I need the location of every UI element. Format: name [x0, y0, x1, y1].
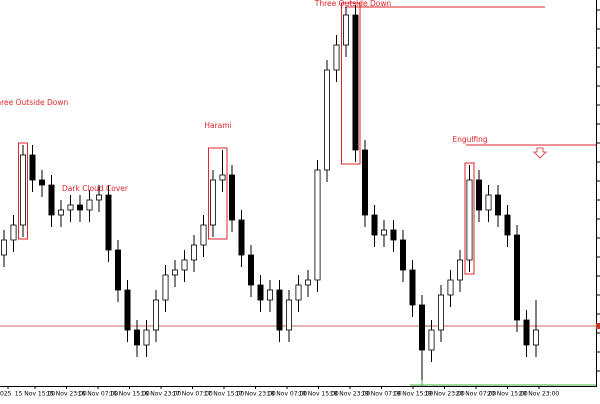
- candle-body: [29, 154, 36, 181]
- x-tick-label: 17 Nov 23:00: [235, 391, 276, 398]
- candle-body: [77, 204, 84, 211]
- pattern-box: [464, 162, 475, 275]
- candle-body: [190, 244, 197, 261]
- candle-body: [409, 269, 416, 306]
- x-tick-label: 15 Nov 23:00: [46, 391, 87, 398]
- x-tick-label: 20 Nov 23:00: [519, 391, 560, 398]
- candle-body: [276, 289, 283, 331]
- candle-body: [133, 329, 140, 346]
- candle-body: [456, 259, 463, 281]
- pattern-box: [341, 2, 361, 165]
- candle-body: [399, 239, 406, 271]
- pattern-label: Three Outside Down: [314, 0, 392, 8]
- x-tick-label: 17 Nov 15:00: [204, 391, 245, 398]
- candle-body: [361, 149, 368, 216]
- x-tick-label: 16 Nov 23:00: [141, 391, 182, 398]
- candle-body: [304, 279, 311, 286]
- candle-body: [514, 234, 521, 321]
- candle-body: [437, 294, 444, 331]
- x-tick-label: 20 Nov 07:00: [456, 391, 497, 398]
- candle-body: [523, 319, 530, 346]
- x-tick-label: 20 Nov 15:00: [487, 391, 528, 398]
- x-tick-label: 18 Nov 07:00: [267, 391, 308, 398]
- candle-body: [475, 179, 482, 211]
- candle-body: [10, 224, 17, 241]
- candle-body: [209, 179, 216, 226]
- candle-body: [428, 329, 435, 351]
- candle-body: [380, 229, 387, 236]
- pattern-label: Harami: [204, 121, 231, 130]
- candle-body: [219, 174, 226, 181]
- x-tick-label: 19 Nov 23:00: [424, 391, 465, 398]
- candle-body: [200, 224, 207, 246]
- candle-body: [247, 254, 254, 286]
- candle-body: [181, 259, 188, 271]
- candle-body: [266, 289, 273, 301]
- candle-body: [257, 284, 264, 301]
- candle-body: [124, 289, 131, 331]
- candle-body: [466, 179, 473, 261]
- candle-body: [58, 209, 65, 216]
- candle-body: [295, 284, 302, 301]
- candle-body: [485, 194, 492, 211]
- candle-body: [228, 174, 235, 221]
- pattern-label: Dark Cloud Cover: [62, 184, 129, 193]
- candle-body: [504, 214, 511, 236]
- candle-body: [48, 184, 55, 216]
- arrow-icon: [533, 147, 547, 159]
- candle-body: [67, 204, 74, 211]
- plot-area: [0, 2, 600, 380]
- candle-body: [86, 199, 93, 211]
- candle-body: [342, 14, 349, 46]
- candle-body: [371, 214, 378, 236]
- x-tick-label: 16 Nov 07:00: [78, 391, 119, 398]
- candle-body: [162, 274, 169, 301]
- x-tick-label: 18 Nov 15:00: [298, 391, 339, 398]
- candle-body: [314, 169, 321, 281]
- candle-body: [285, 299, 292, 331]
- candle-body: [323, 69, 330, 171]
- pattern-box: [18, 142, 28, 240]
- x-tick-label: 17 Nov 07:00: [172, 391, 213, 398]
- candle-body: [0, 239, 7, 256]
- candle-body: [418, 304, 425, 351]
- candle-body: [333, 44, 340, 71]
- candle-body: [447, 279, 454, 296]
- candle-body: [352, 14, 359, 151]
- candle-body: [39, 179, 46, 186]
- candle-body: [238, 219, 245, 256]
- candle-body: [494, 194, 501, 216]
- candle-body: [390, 229, 397, 241]
- candle-body: [19, 154, 26, 226]
- x-tick-label: 025: [0, 391, 12, 398]
- candle-body: [143, 329, 150, 346]
- candle-body: [152, 299, 159, 331]
- pattern-label: Engulfing: [452, 135, 488, 144]
- candle-body: [171, 269, 178, 276]
- pattern-box: [208, 147, 228, 240]
- pattern-label: Three Outside Down: [0, 98, 68, 107]
- x-tick-label: 15 Nov 15:00: [15, 391, 56, 398]
- x-tick-label: 19 Nov 15:00: [393, 391, 434, 398]
- candle-body: [533, 329, 540, 346]
- candle-body: [105, 194, 112, 251]
- x-tick-label: 16 Nov 15:00: [109, 391, 150, 398]
- level-marker: [596, 323, 600, 329]
- candle-body: [115, 249, 122, 291]
- x-tick-label: 19 Nov 07:00: [361, 391, 402, 398]
- candle-body: [96, 194, 103, 201]
- x-tick-label: 18 Nov 23:00: [330, 391, 371, 398]
